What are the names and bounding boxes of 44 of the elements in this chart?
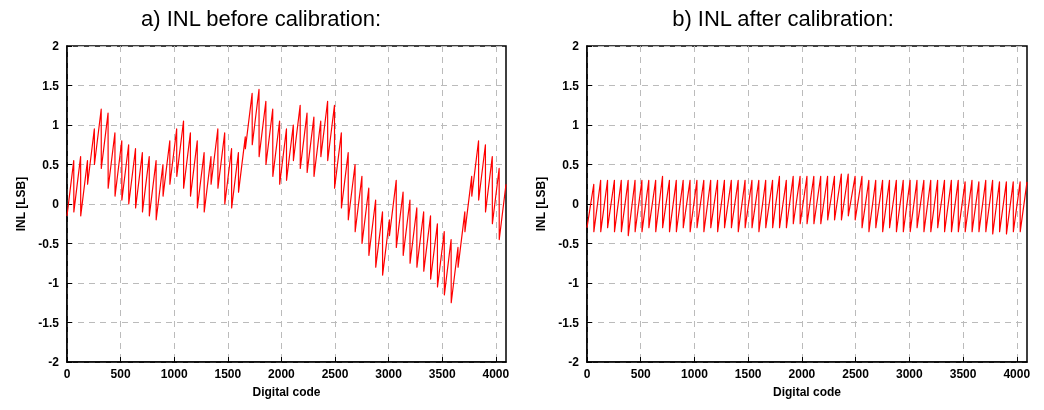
x-tick-label: 1000 bbox=[160, 367, 188, 381]
y-tick-label: -1 bbox=[568, 276, 580, 290]
y-tick-label: 2 bbox=[52, 39, 60, 53]
x-tick-label: 3000 bbox=[375, 367, 403, 381]
x-tick-label: 2000 bbox=[268, 367, 296, 381]
y-tick-label: 1.5 bbox=[562, 78, 580, 93]
x-tick-label: 1500 bbox=[214, 367, 242, 381]
x-tick-label: 500 bbox=[110, 367, 131, 381]
x-tick-label: 1000 bbox=[681, 367, 709, 381]
x-axis-title: Digital code bbox=[252, 385, 321, 399]
x-tick-label: 3500 bbox=[949, 367, 977, 381]
x-tick-label: 0 bbox=[63, 367, 71, 381]
y-tick-label: -0.5 bbox=[38, 236, 60, 251]
chart-title: b) INL after calibration: bbox=[672, 5, 894, 31]
x-tick-label: 3000 bbox=[895, 367, 924, 381]
x-tick-label: 2000 bbox=[788, 367, 816, 381]
y-tick-label: 1 bbox=[52, 118, 60, 132]
x-tick-label: 2500 bbox=[842, 367, 870, 381]
y-tick-label: -2 bbox=[48, 355, 60, 369]
y-tick-label: 0.5 bbox=[42, 157, 60, 172]
y-axis-title: INL [LSB] bbox=[534, 176, 548, 232]
line-series bbox=[586, 173, 1028, 237]
chart-title: a) INL before calibration: bbox=[140, 5, 382, 31]
y-tick-label: -2 bbox=[568, 355, 580, 369]
x-tick-label: 4000 bbox=[482, 367, 510, 381]
y-tick-label: -1.5 bbox=[558, 315, 580, 330]
y-tick-label: 1.5 bbox=[42, 78, 60, 93]
line-series bbox=[66, 88, 507, 304]
y-tick-label: 0 bbox=[52, 197, 60, 211]
x-tick-label: 4000 bbox=[1003, 367, 1031, 381]
y-tick-label: -1 bbox=[48, 276, 60, 290]
x-tick-label: 0 bbox=[583, 367, 591, 381]
y-axis-title: INL [LSB] bbox=[14, 176, 28, 232]
y-tick-label: 2 bbox=[572, 39, 580, 53]
x-tick-label: 3500 bbox=[428, 367, 456, 381]
y-tick-label: -0.5 bbox=[558, 236, 580, 251]
y-tick-label: 0.5 bbox=[562, 157, 580, 172]
y-tick-label: 1 bbox=[572, 118, 580, 132]
x-tick-label: 1500 bbox=[734, 367, 762, 381]
y-tick-label: 0 bbox=[572, 197, 580, 211]
x-axis-title: Digital code bbox=[772, 385, 842, 399]
x-tick-label: 500 bbox=[630, 367, 652, 381]
x-tick-label: 2500 bbox=[321, 367, 349, 381]
y-tick-label: -1.5 bbox=[38, 315, 60, 330]
